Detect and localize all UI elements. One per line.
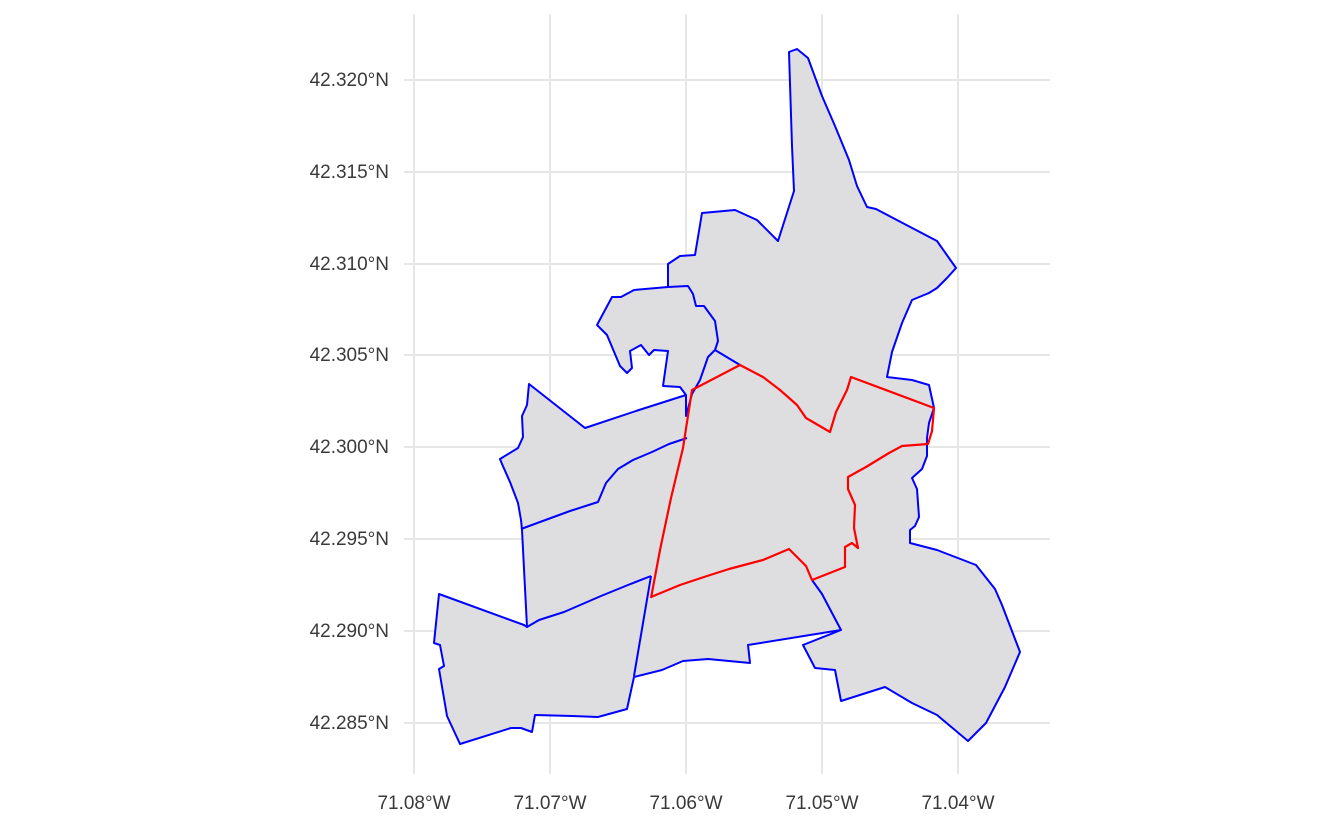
y-tick-label: 42.300°N xyxy=(310,437,389,458)
map-region-outline xyxy=(433,48,1021,745)
x-tick-labels: 71.08°W 71.07°W 71.06°W 71.05°W 71.04°W xyxy=(377,793,994,814)
x-tick-label: 71.06°W xyxy=(649,793,722,814)
boundary-blue-2 xyxy=(526,575,652,628)
y-tick-label: 42.315°N xyxy=(310,162,389,183)
x-tick-label: 71.08°W xyxy=(377,793,450,814)
x-tick-label: 71.05°W xyxy=(785,793,858,814)
y-tick-labels: 42.285°N 42.290°N 42.295°N 42.300°N 42.3… xyxy=(310,70,389,734)
y-tick-label: 42.305°N xyxy=(310,345,389,366)
y-tick-label: 42.285°N xyxy=(310,713,389,734)
x-tick-label: 71.07°W xyxy=(513,793,586,814)
boundary-blue-4 xyxy=(714,349,741,366)
boundary-red-1 xyxy=(649,363,936,599)
y-tick-label: 42.290°N xyxy=(310,621,389,642)
boundary-blue-1 xyxy=(520,437,688,530)
y-tick-label: 42.310°N xyxy=(310,254,389,275)
boundary-blue-5 xyxy=(811,579,842,631)
y-tick-label: 42.295°N xyxy=(310,529,389,550)
boundary-blue-6 xyxy=(633,575,652,677)
y-tick-label: 42.320°N xyxy=(310,70,389,91)
x-tick-label: 71.04°W xyxy=(921,793,994,814)
